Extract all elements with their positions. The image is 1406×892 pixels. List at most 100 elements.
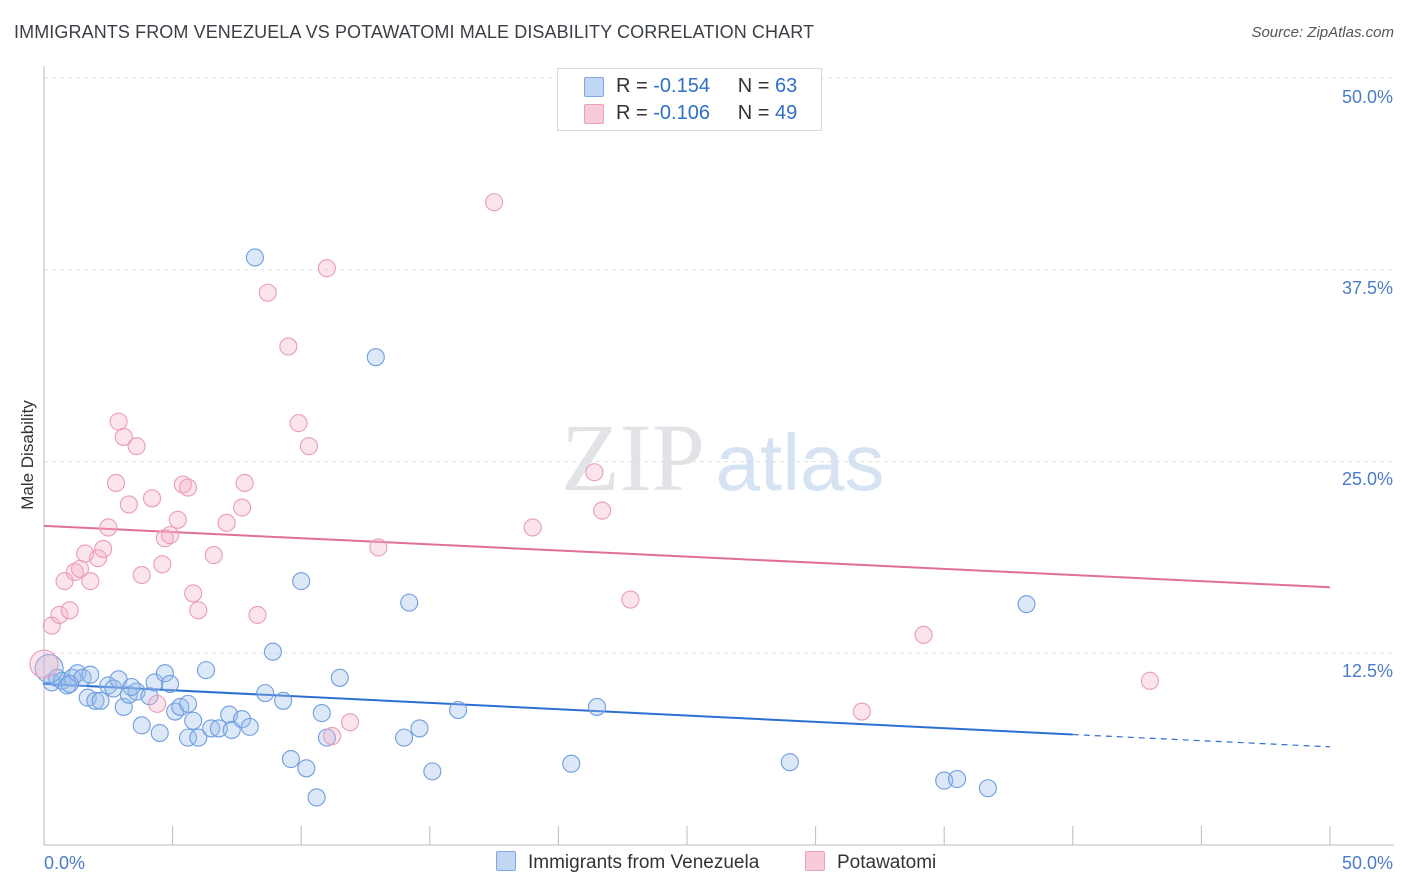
data-point: [60, 674, 79, 693]
data-point: [132, 716, 151, 735]
data-point: [263, 642, 282, 661]
data-point: [94, 539, 113, 558]
data-point: [978, 779, 997, 798]
data-point: [423, 762, 442, 781]
data-point: [248, 605, 267, 624]
data-point: [145, 673, 164, 692]
data-point: [178, 478, 198, 497]
data-point: [366, 348, 385, 367]
watermark-atlas: atlas: [716, 418, 885, 507]
source-label: Source: ZipAtlas.com: [1251, 24, 1394, 41]
r-label: R =: [616, 102, 648, 124]
data-point: [245, 248, 264, 267]
data-point: [29, 649, 59, 679]
watermark-zip: ZIP: [561, 404, 705, 511]
data-point: [323, 727, 342, 746]
y-tick-label-12-5: 12.5%: [1342, 661, 1393, 681]
data-point: [523, 518, 542, 537]
x-tick-label-min: 0.0%: [44, 853, 85, 873]
data-point: [256, 684, 275, 703]
data-point: [91, 691, 110, 710]
data-point: [279, 337, 298, 356]
r-value-venezuela: -0.154: [653, 75, 710, 97]
data-point: [410, 719, 429, 738]
data-point: [593, 501, 612, 520]
series-legend-venezuela: Immigrants from Venezuela: [496, 851, 759, 877]
data-point: [202, 719, 221, 738]
series-name-potawatomi: Potawatomi: [837, 852, 937, 873]
data-point: [184, 711, 203, 730]
data-point: [312, 704, 331, 723]
data-point: [1140, 671, 1160, 690]
data-point: [274, 691, 293, 710]
series-swatch-potawatomi: [805, 851, 825, 871]
data-point: [114, 427, 133, 447]
data-point: [184, 584, 203, 603]
data-point: [1017, 595, 1036, 614]
data-point: [232, 498, 252, 517]
data-point: [485, 193, 504, 212]
data-point: [395, 728, 414, 747]
data-point: [852, 702, 871, 721]
data-point: [196, 661, 216, 680]
grid-lines: [44, 77, 1394, 654]
data-point: [400, 593, 419, 612]
data-point: [155, 664, 174, 683]
data-point: [153, 555, 172, 574]
data-point: [50, 605, 69, 624]
data-point: [330, 668, 349, 687]
y-tick-label-37-5: 37.5%: [1342, 278, 1393, 298]
data-point: [106, 473, 126, 493]
data-point: [104, 679, 123, 698]
data-point: [289, 414, 308, 433]
data-point: [55, 572, 74, 591]
y-tick-label-25: 25.0%: [1342, 469, 1393, 489]
data-point: [189, 728, 208, 747]
n-value-potawatomi: 49: [775, 102, 798, 124]
data-point: [217, 513, 236, 532]
data-point: [99, 518, 118, 537]
series-legend-potawatomi: Potawatomi: [805, 851, 936, 877]
data-point: [178, 728, 198, 747]
series-swatch-venezuela: [496, 851, 516, 871]
correlation-legend: R = -0.154 N = 63 R = -0.106 N = 49: [557, 68, 822, 131]
data-point: [173, 475, 192, 494]
series-name-venezuela: Immigrants from Venezuela: [528, 852, 760, 873]
data-point: [235, 473, 254, 493]
trend-line-extension-0: [1072, 733, 1331, 748]
data-point: [122, 677, 141, 697]
y-axis-label: Male Disability: [18, 400, 37, 510]
x-tick-label-max: 50.0%: [1342, 853, 1393, 873]
data-point: [160, 526, 180, 545]
data-point: [99, 676, 118, 695]
data-point: [587, 697, 607, 716]
data-point: [232, 710, 252, 729]
n-value-venezuela: 63: [775, 75, 798, 97]
data-point: [307, 788, 326, 807]
data-point: [297, 759, 316, 778]
data-point: [585, 463, 604, 482]
legend-swatch-potawatomi: [584, 104, 604, 124]
data-points: [29, 193, 1160, 807]
data-point: [621, 590, 640, 609]
trend-line-1: [43, 524, 1331, 589]
data-point: [168, 510, 187, 529]
data-point: [258, 283, 277, 302]
data-point: [449, 700, 468, 720]
data-point: [81, 665, 100, 684]
data-point: [81, 572, 100, 591]
legend-swatch-venezuela: [584, 77, 604, 97]
data-point: [317, 259, 336, 278]
data-point: [148, 694, 167, 713]
n-label: N =: [737, 75, 770, 97]
data-point: [292, 572, 311, 591]
data-point: [155, 529, 174, 548]
data-point: [127, 437, 146, 456]
axes: [43, 66, 1394, 846]
data-point: [240, 717, 259, 736]
data-point: [178, 694, 198, 713]
data-point: [948, 769, 967, 789]
data-point: [65, 562, 84, 581]
r-value-potawatomi: -0.106: [653, 102, 710, 124]
